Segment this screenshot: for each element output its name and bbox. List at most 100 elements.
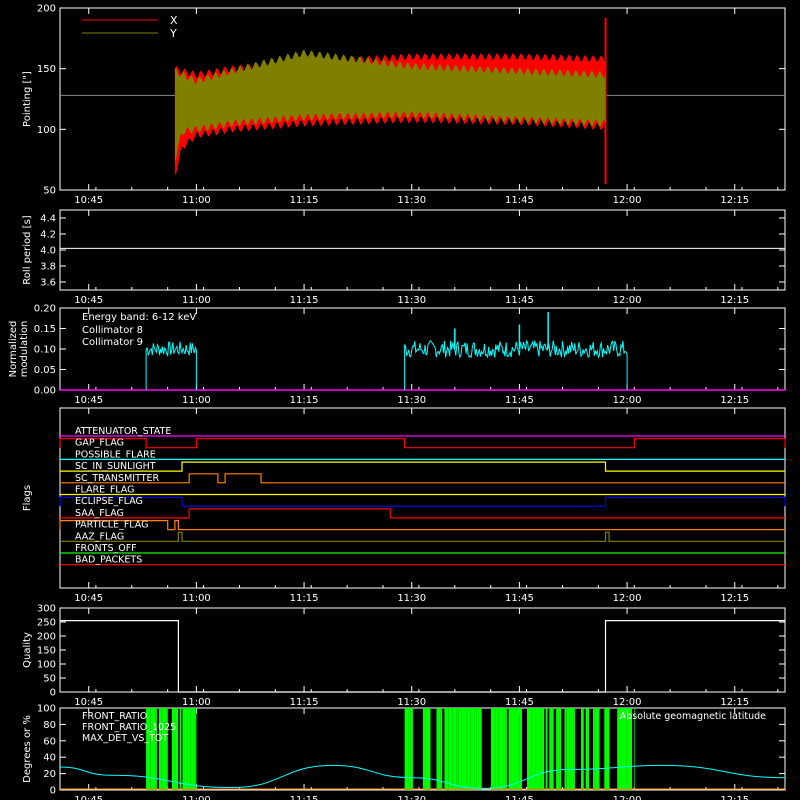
x-tick-label: 12:00 [613,395,642,406]
ratio-bar [408,708,411,790]
ratio-bar [531,708,536,790]
ratio-bar [585,708,589,790]
flag-label: SC_TRANSMITTER [75,473,160,484]
plot-area [60,17,785,184]
ratio-bar [425,708,431,790]
x-tick-label: 10:45 [74,295,103,306]
x-tick-label: 11:00 [182,295,211,306]
x-tick-label: 11:45 [505,593,534,604]
ratio-bar [634,708,635,790]
y-tick-label: 0 [50,786,56,797]
flag-line [59,496,786,507]
ratio-bar [573,708,575,790]
flag-line [59,520,785,531]
y-tick-label: 40 [43,753,56,764]
x-tick-label: 12:00 [613,697,642,708]
y-axis-label: modulation [19,321,30,378]
ratio-bar [174,708,179,790]
x-tick-label: 10:45 [74,697,103,708]
x-tick-label: 12:15 [720,295,749,306]
ratio-bar [581,708,584,790]
ratio-bar [549,708,554,790]
panel-0: 10:45 11:00 11:15 11:30 11:45 12:00 12:15 50 100… [22,4,786,206]
ratio-bar [597,708,600,790]
panel-frame [59,707,786,791]
flag-label: ATTENUATOR_STATE [75,426,171,437]
ratio-bar [514,708,520,790]
ratio-bar [556,708,560,790]
x-tick-label: 11:45 [505,395,534,406]
flag-label: FLARE_FLAG [75,485,135,496]
flag-label: SC_IN_SUNLIGHT [75,461,156,472]
ratio-bar [503,708,506,790]
x-tick-label: 11:45 [505,697,534,708]
panel-2: 10:45 11:00 11:15 11:30 11:45 12:00 12:15 0.00 0… [8,304,786,406]
ratio-bar [440,708,443,790]
x-tick-label: 11:00 [182,593,211,604]
x-tick-label: 11:15 [290,795,319,800]
ratio-bar [490,708,496,790]
x-tick-label: 11:30 [397,697,426,708]
ratio-bar [187,708,191,790]
x-tick-label: 11:30 [397,295,426,306]
ratio-bar [466,708,471,790]
legend-title: Energy band: 6-12 keV [82,312,196,323]
ratio-bar [626,708,632,790]
x-tick-label: 10:45 [74,593,103,604]
panel-4: 10:45 11:00 11:15 11:30 11:45 12:00 12:15 0 50 10… [22,604,786,708]
ratio-bar [508,708,513,790]
ratio-bar [571,708,574,790]
ratio-bar [480,708,482,790]
flag-line [60,461,785,472]
legend-label: FRONT_RATIO_1025 [82,722,176,733]
y-tick-label: 0.20 [34,304,56,315]
ratio-bar [540,708,545,790]
flag-line [59,438,786,449]
quality-line [60,619,785,693]
flag-line [60,531,785,542]
flag-label: BAD_PACKETS [75,555,142,566]
y-tick-label: 250 [37,618,56,629]
legend-label: MAX_DET_VS_TOT [82,733,168,744]
ratio-bar [527,708,532,790]
series-collimator-8-segment [404,339,628,390]
x-tick-label: 12:00 [613,795,642,800]
y-axis-label: Pointing ["] [22,71,33,127]
flag-label: FRONTS_OFF [75,543,137,554]
ratio-bar [519,708,522,790]
x-tick-label: 11:45 [505,195,534,206]
ratio-bar [564,708,567,790]
y-tick-label: 200 [37,632,56,643]
ratio-bar [422,708,426,790]
flag-label: ECLIPSE_FLAG [75,496,143,507]
legend-label-right: Absolute geomagnetic latitude [620,711,766,722]
ratio-bar [512,708,514,790]
ratio-bar [166,708,168,790]
ratio-bar [617,708,622,790]
y-tick-label: 300 [37,604,56,615]
y-tick-label: 80 [43,720,56,731]
ratio-bar [146,708,151,790]
panel-frame [59,7,786,191]
ratio-bar [474,708,477,790]
ratio-bar [150,708,156,790]
flag-label: GAP_FLAG [75,438,124,449]
x-tick-label: 11:30 [397,195,426,206]
y-tick-label: 4.2 [40,230,56,241]
y-tick-label: 20 [43,769,56,780]
x-tick-label: 12:15 [720,697,749,708]
panel-1: 10:45 11:00 11:15 11:30 11:45 12:00 12:15 3.6 3.… [22,209,786,306]
ratio-bar [604,708,610,790]
ratio-bar [476,708,480,790]
ratio-bar [436,708,441,790]
ratio-bar [448,708,453,790]
ratio-bar [155,708,157,790]
x-tick-label: 10:45 [74,395,103,406]
x-tick-label: 11:00 [182,697,211,708]
ratio-bar [566,708,570,790]
ratio-bar [593,708,595,790]
y-tick-label: 60 [43,736,56,747]
ratio-bar [470,708,475,790]
